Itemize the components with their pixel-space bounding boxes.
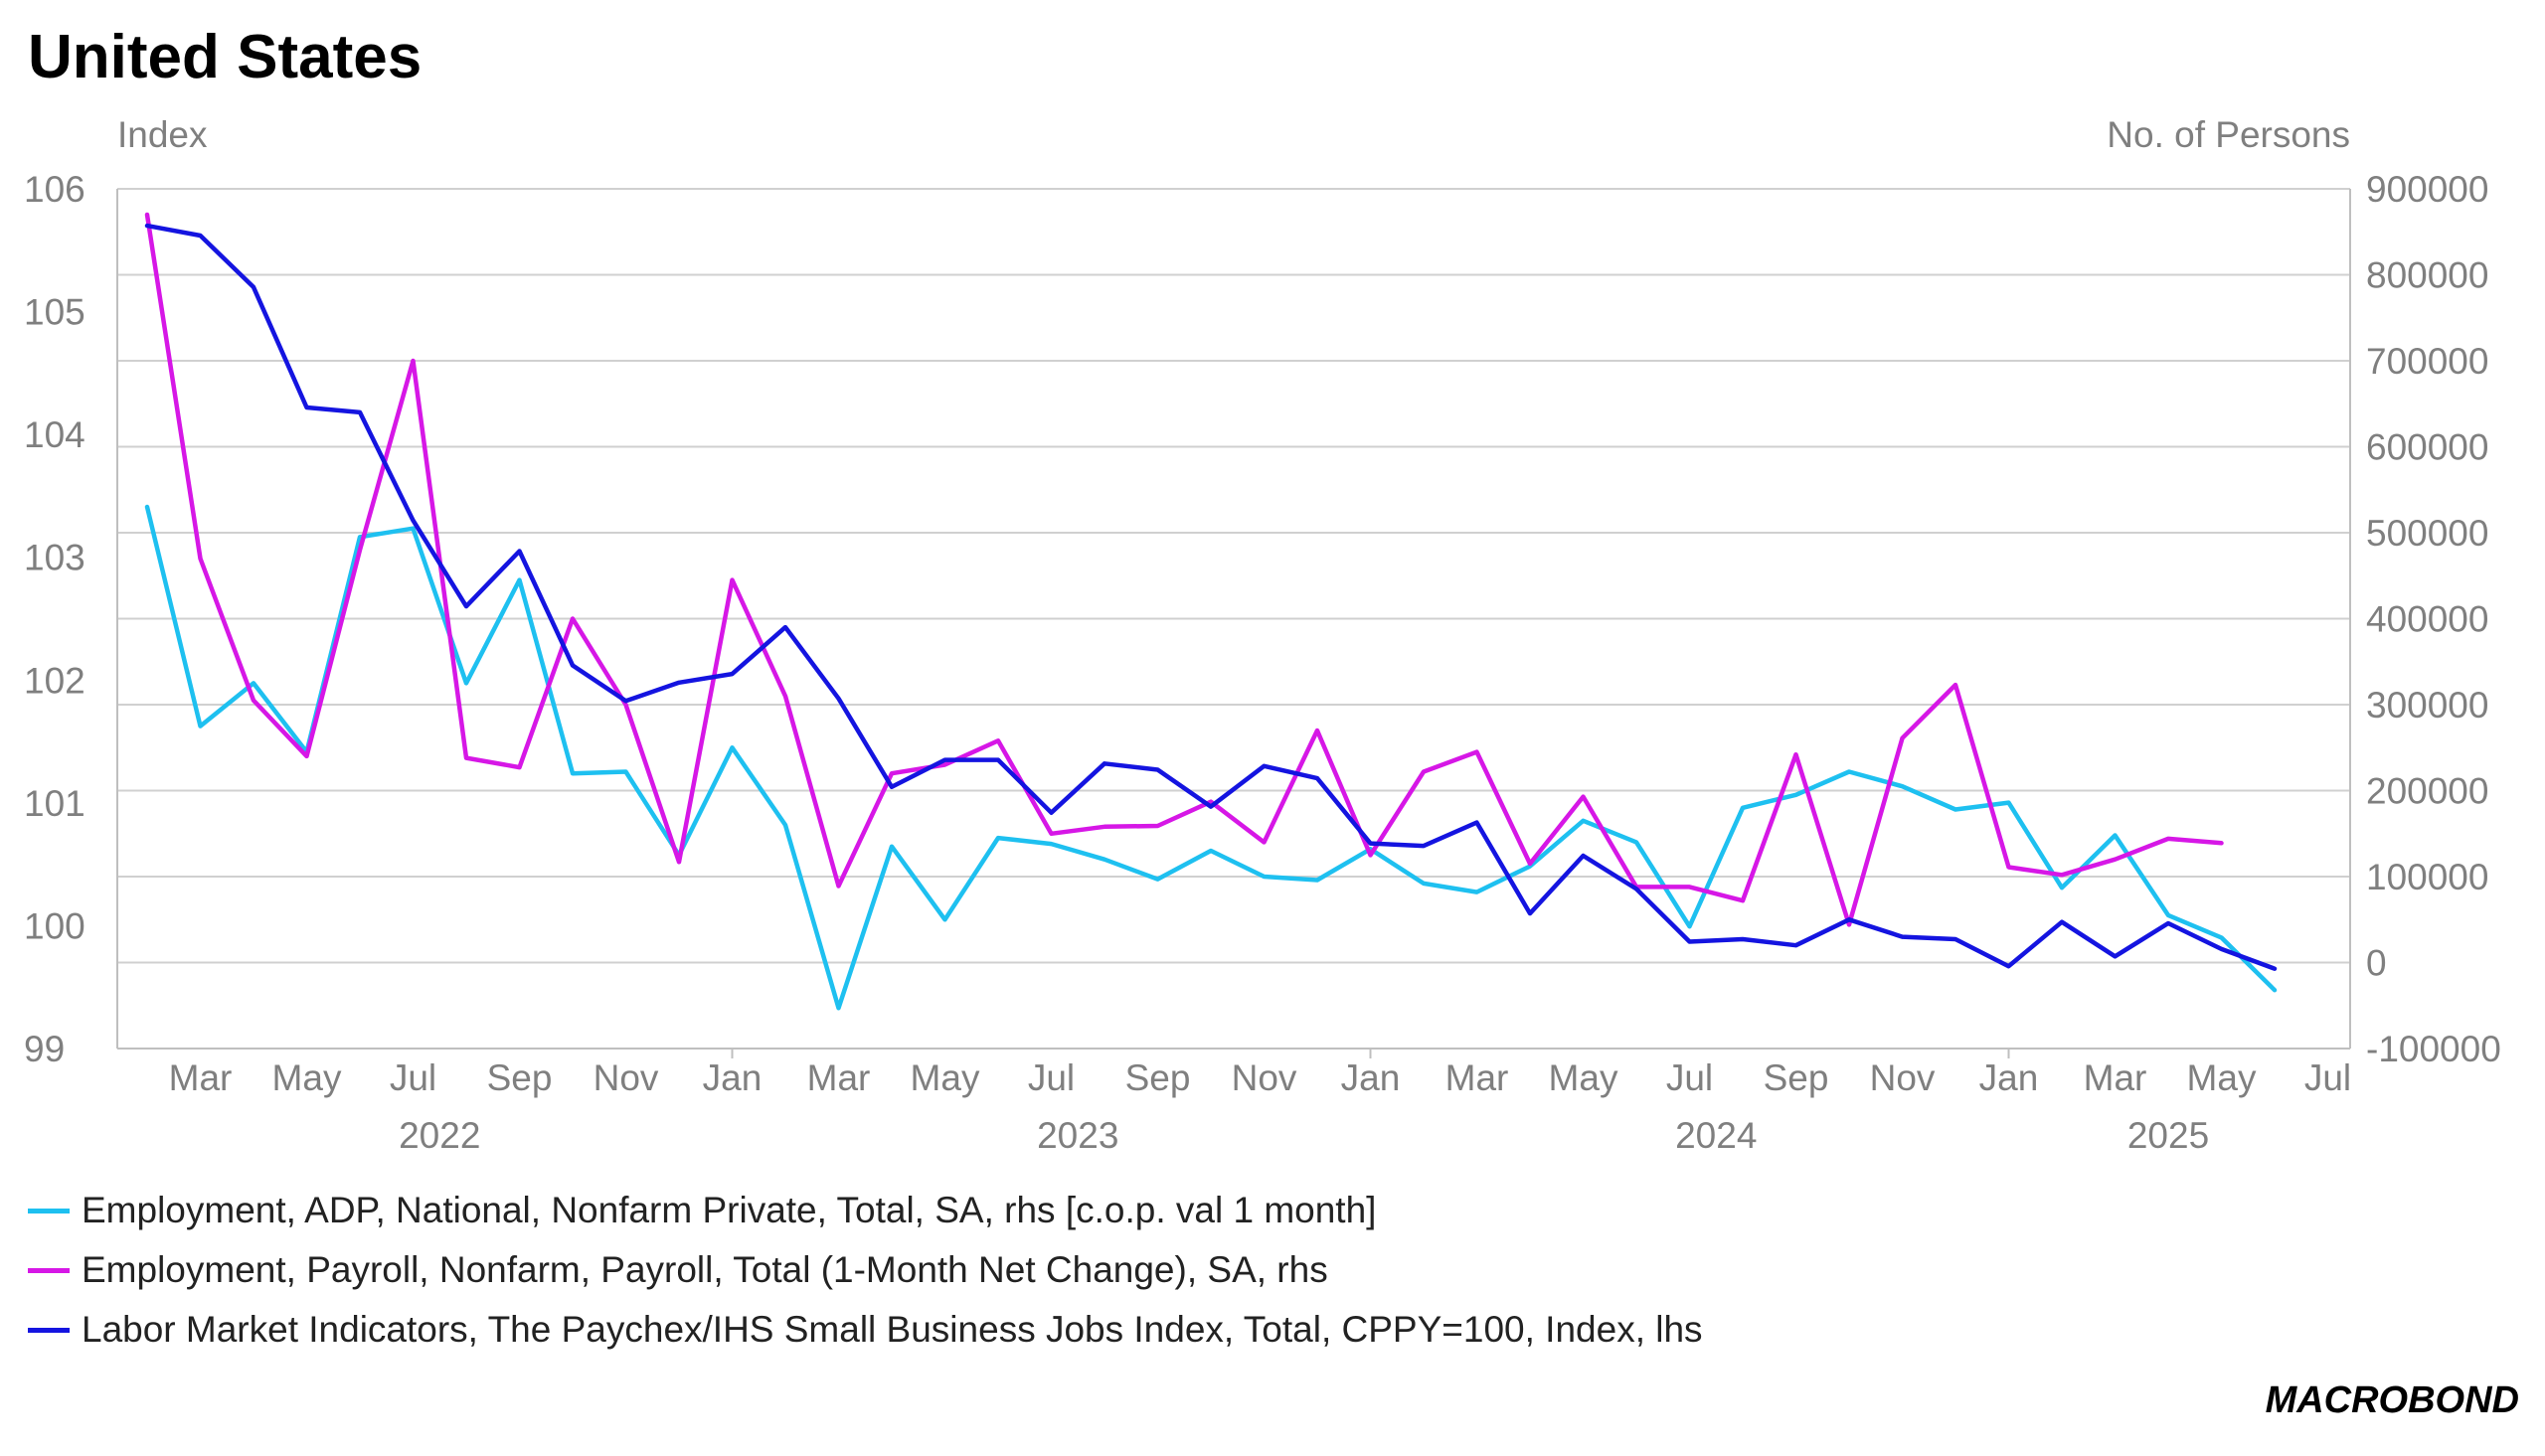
right-tick-label: 200000: [2366, 771, 2488, 812]
x-tick-label: Sep: [487, 1057, 553, 1098]
right-tick-label: 900000: [2366, 169, 2488, 210]
axes-layer: -100000 0 100000 200000 300000 400000 500000 60…: [24, 169, 2501, 1156]
left-tick-label: 102: [24, 660, 85, 701]
series-line-1: [144, 212, 2224, 927]
left-tick-label: 106: [24, 169, 85, 210]
left-tick-label: 101: [24, 783, 85, 824]
right-tick-label: 300000: [2366, 685, 2488, 726]
x-tick-label: Jan: [703, 1057, 763, 1098]
x-tick-label: Nov: [1870, 1057, 1936, 1098]
legend-swatch-payroll: [28, 1267, 70, 1273]
right-tick-label: 500000: [2366, 513, 2488, 554]
x-tick-label: Jan: [1979, 1057, 2039, 1098]
right-tick-label: -100000: [2366, 1029, 2501, 1069]
x-year-label: 2022: [399, 1115, 480, 1156]
x-tick-label: Mar: [807, 1057, 871, 1098]
x-tick-label: Jul: [1028, 1057, 1075, 1098]
series-line-0: [144, 504, 2278, 1011]
legend-item-adp: Employment, ADP, National, Nonfarm Priva…: [28, 1181, 1703, 1240]
x-tick-label: May: [1549, 1057, 1618, 1098]
legend-label-adp: Employment, ADP, National, Nonfarm Priva…: [82, 1190, 1377, 1230]
legend-label-payroll: Employment, Payroll, Nonfarm, Payroll, T…: [82, 1249, 1328, 1290]
series-line-2: [144, 223, 2278, 971]
x-tick-label: Nov: [1232, 1057, 1297, 1098]
left-tick-label: 100: [24, 905, 85, 946]
legend-swatch-paychex: [28, 1327, 70, 1333]
x-year-label: 2023: [1037, 1115, 1118, 1156]
chart-title: United States: [28, 23, 423, 91]
grid-layer: [117, 188, 2350, 1050]
x-year-label: 2024: [1675, 1115, 1757, 1156]
left-axis-label: Index: [117, 114, 208, 155]
series-layer: [144, 212, 2278, 1011]
left-tick-label: 103: [24, 538, 85, 578]
legend: Employment, ADP, National, Nonfarm Priva…: [28, 1181, 1703, 1360]
x-tick-label: Sep: [1125, 1057, 1191, 1098]
x-tick-label: Sep: [1764, 1057, 1829, 1098]
right-tick-label: 400000: [2366, 599, 2488, 640]
left-tick-label: 104: [24, 414, 85, 455]
right-tick-label: 800000: [2366, 255, 2488, 296]
x-tick-label: Nov: [594, 1057, 659, 1098]
x-year-label: 2025: [2127, 1115, 2209, 1156]
x-tick-label: Jul: [390, 1057, 436, 1098]
x-tick-label: Jul: [2304, 1057, 2351, 1098]
legend-label-paychex: Labor Market Indicators, The Paychex/IHS…: [82, 1309, 1703, 1350]
right-tick-label: 100000: [2366, 857, 2488, 897]
x-tick-label: Mar: [169, 1057, 233, 1098]
x-tick-label: Jan: [1341, 1057, 1401, 1098]
x-tick-label: May: [911, 1057, 980, 1098]
legend-item-payroll: Employment, Payroll, Nonfarm, Payroll, T…: [28, 1240, 1703, 1300]
x-tick-label: Mar: [2084, 1057, 2147, 1098]
x-tick-label: Jul: [1666, 1057, 1713, 1098]
legend-item-paychex: Labor Market Indicators, The Paychex/IHS…: [28, 1300, 1703, 1360]
left-tick-label: 105: [24, 292, 85, 333]
right-tick-label: 0: [2366, 943, 2387, 984]
line-chart: -100000 0 100000 200000 300000 400000 500000 60…: [24, 114, 2501, 1156]
right-tick-label: 700000: [2366, 341, 2488, 382]
x-tick-label: May: [272, 1057, 342, 1098]
x-tick-label: Mar: [1445, 1057, 1509, 1098]
x-tick-label: May: [2187, 1057, 2257, 1098]
legend-swatch-adp: [28, 1208, 70, 1213]
right-axis-label: No. of Persons: [2107, 114, 2350, 155]
right-tick-label: 600000: [2366, 427, 2488, 468]
macrobond-logo: MACROBOND: [2265, 1379, 2519, 1421]
left-tick-label: 99: [24, 1029, 65, 1069]
